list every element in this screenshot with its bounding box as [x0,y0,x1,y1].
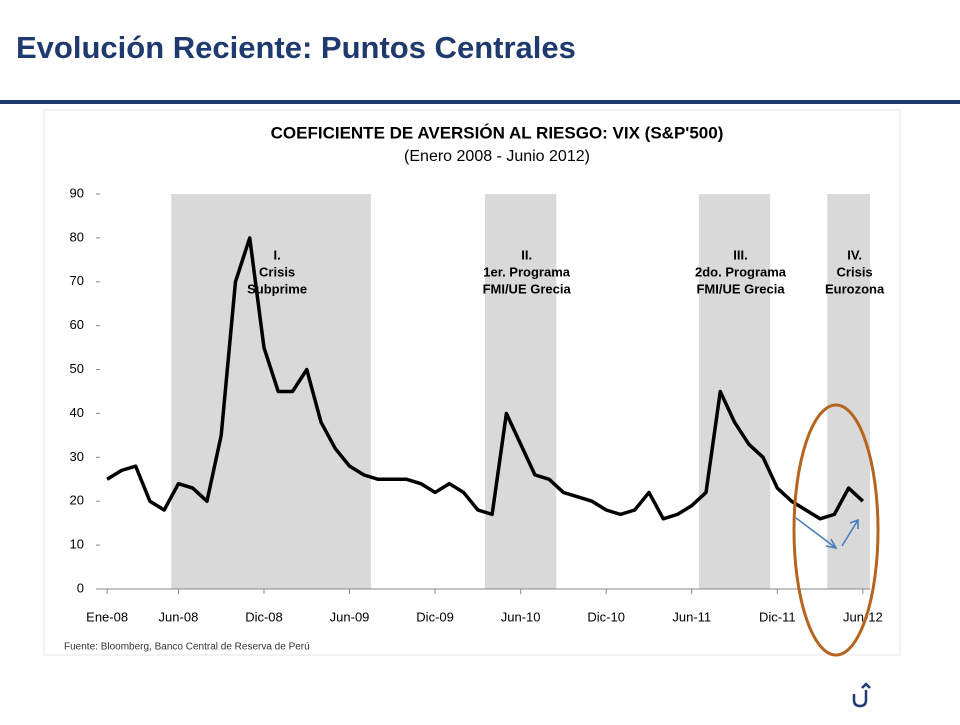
plot: I. Crisis Subprime II. 1er. Programa FMI/UE G… [70,185,885,624]
title-rule [0,100,960,104]
nav-icon [852,682,871,708]
y-tick-label: 70 [70,273,84,288]
x-tick-label: Dic-10 [587,609,625,624]
x-tick-label: Jun-10 [501,609,541,624]
period-label: 1er. Programa [483,264,570,279]
trend-arrows [795,517,859,550]
period-label: Subprime [247,281,307,296]
period-label: FMI/UE Grecia [696,281,785,296]
highlight-ellipse [792,403,880,657]
period-label: I. [273,247,280,262]
y-tick-label: 50 [70,361,84,376]
x-tick-label: Jun-08 [159,609,199,624]
x-tick-label: Dic-11 [759,609,796,624]
y-tick-label: 10 [70,537,84,552]
period-label: Eurozona [825,281,885,296]
period-band [698,194,771,589]
period-band [827,194,870,589]
period-label: III. [733,247,747,262]
period-label: IV. [847,247,862,262]
y-tick-label: 20 [70,493,84,508]
x-tick-label: Jun-12 [843,609,883,624]
period-band [485,194,557,589]
x-tick-label: Jun-09 [330,609,370,624]
y-tick-label: 30 [70,449,84,464]
y-tick-label: 60 [70,317,84,332]
period-label: Crisis [837,264,873,279]
period-label: II. [521,247,532,262]
period-label: 2do. Programa [695,264,787,279]
y-tick-label: 40 [70,405,84,420]
x-tick-label: Dic-08 [245,609,283,624]
slide-title: Evolución Reciente: Puntos Centrales [16,30,576,65]
x-tick-label: Dic-09 [416,609,454,624]
x-tick-label: Jun-11 [672,609,711,624]
period-band [171,194,371,589]
y-tick-label: 90 [70,185,84,200]
source-note: Fuente: Bloomberg, Banco Central de Rese… [64,642,310,653]
chart-subtitle: (Enero 2008 - Junio 2012) [404,148,590,165]
y-tick-label: 80 [70,229,84,244]
x-tick-label: Ene-08 [86,609,128,624]
vix-line [106,236,865,521]
period-label: Crisis [259,264,295,279]
y-tick-label: 0 [77,580,84,595]
period-label: FMI/UE Grecia [483,281,572,296]
chart-title: COEFICIENTE DE AVERSIÓN AL RIESGO: VIX (… [271,123,724,142]
